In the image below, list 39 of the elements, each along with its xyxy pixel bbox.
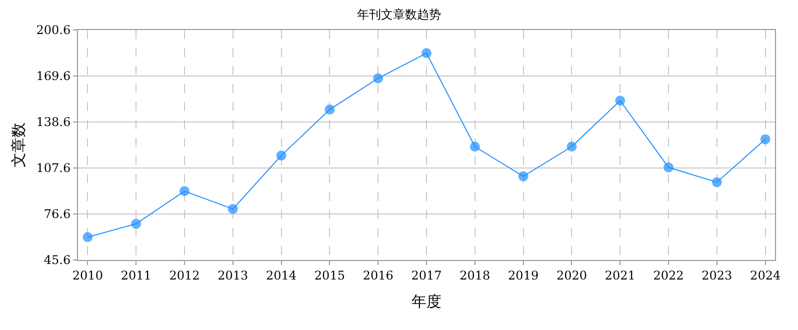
point [470, 142, 480, 152]
x-tick-label: 2015 [314, 268, 345, 282]
x-tick-label: 2017 [411, 268, 442, 282]
x-tick-label: 2014 [266, 268, 297, 282]
y-tick-label: 76.6 [44, 207, 71, 222]
x-tick-label: 2010 [72, 268, 103, 282]
point [131, 218, 142, 229]
x-tick-label: 2024 [750, 268, 781, 282]
y-tick-label: 200.6 [36, 23, 71, 38]
x-axis-title: 年度 [412, 292, 442, 310]
y-tick-label: 138.6 [36, 115, 71, 130]
chart-title: 年刊文章数趋势 [357, 7, 441, 22]
y-tick-label: 45.6 [44, 253, 71, 268]
x-tick-label: 2012 [169, 268, 200, 282]
point [664, 162, 674, 172]
point [373, 73, 384, 84]
point [179, 186, 190, 196]
x-tick-label: 2011 [120, 268, 152, 282]
point [518, 171, 528, 182]
point [82, 232, 93, 242]
point [760, 134, 770, 144]
point [615, 96, 626, 106]
x-tick-label: 2019 [508, 268, 539, 282]
x-tick-label: 2023 [702, 268, 732, 282]
point [566, 142, 577, 152]
point [712, 177, 722, 188]
x-tick-label: 2021 [604, 268, 636, 282]
y-axis-title: 文章数 [9, 122, 28, 168]
x-tick-label: 2013 [218, 268, 248, 282]
point [276, 150, 286, 161]
x-tick-label: 2022 [653, 268, 684, 282]
point [422, 48, 432, 58]
x-tick-label: 2016 [362, 268, 394, 282]
y-tick-label: 107.6 [36, 161, 71, 176]
x-tick-label: 2018 [460, 268, 490, 282]
x-tick-label: 2020 [556, 268, 587, 282]
y-tick-label: 169.6 [36, 69, 71, 84]
point [324, 104, 335, 115]
point [228, 204, 238, 214]
